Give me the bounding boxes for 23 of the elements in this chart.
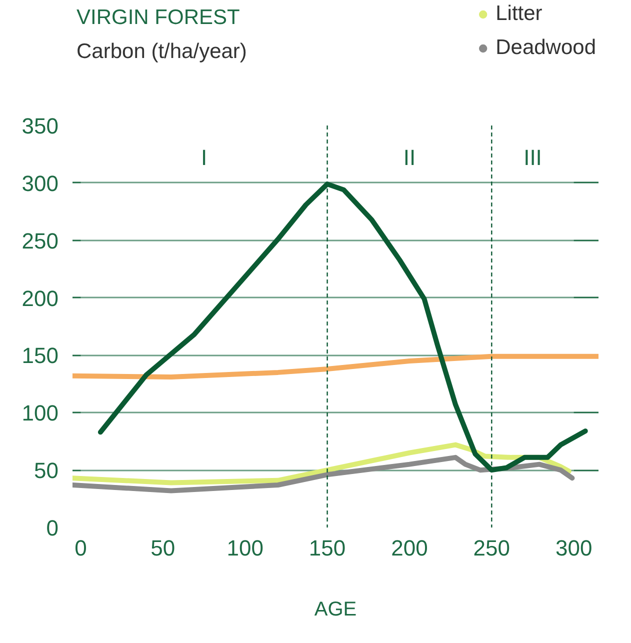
y-axis-title: Carbon (t/ha/year) [76,40,247,63]
band-label: I [200,145,208,170]
y-tick-label: 200 [22,286,59,311]
chart-title: VIRGIN FOREST [76,6,240,29]
legend-label: Litter [496,2,542,26]
x-tick-label: 0 [74,536,87,560]
x-tick-label: 200 [391,536,428,560]
y-tick-label: 300 [22,170,59,196]
x-tick-label: 150 [308,536,346,560]
y-tick-label: 100 [22,400,59,426]
y-tick-label: 150 [22,343,59,368]
x-tick-label: 50 [150,536,176,560]
x-tick-label: 300 [555,536,592,560]
y-tick-label: 50 [34,458,59,484]
band-label: II [403,145,416,170]
band-label: III [524,145,542,170]
y-tick-label: 350 [22,114,59,138]
y-tick-label: 0 [46,516,59,540]
x-tick-label: 250 [473,536,510,560]
y-tick-label: 250 [22,228,59,254]
x-tick-label: 100 [226,536,264,560]
x-axis-title: AGE [314,598,357,620]
legend-label: Deadwood [496,36,596,60]
